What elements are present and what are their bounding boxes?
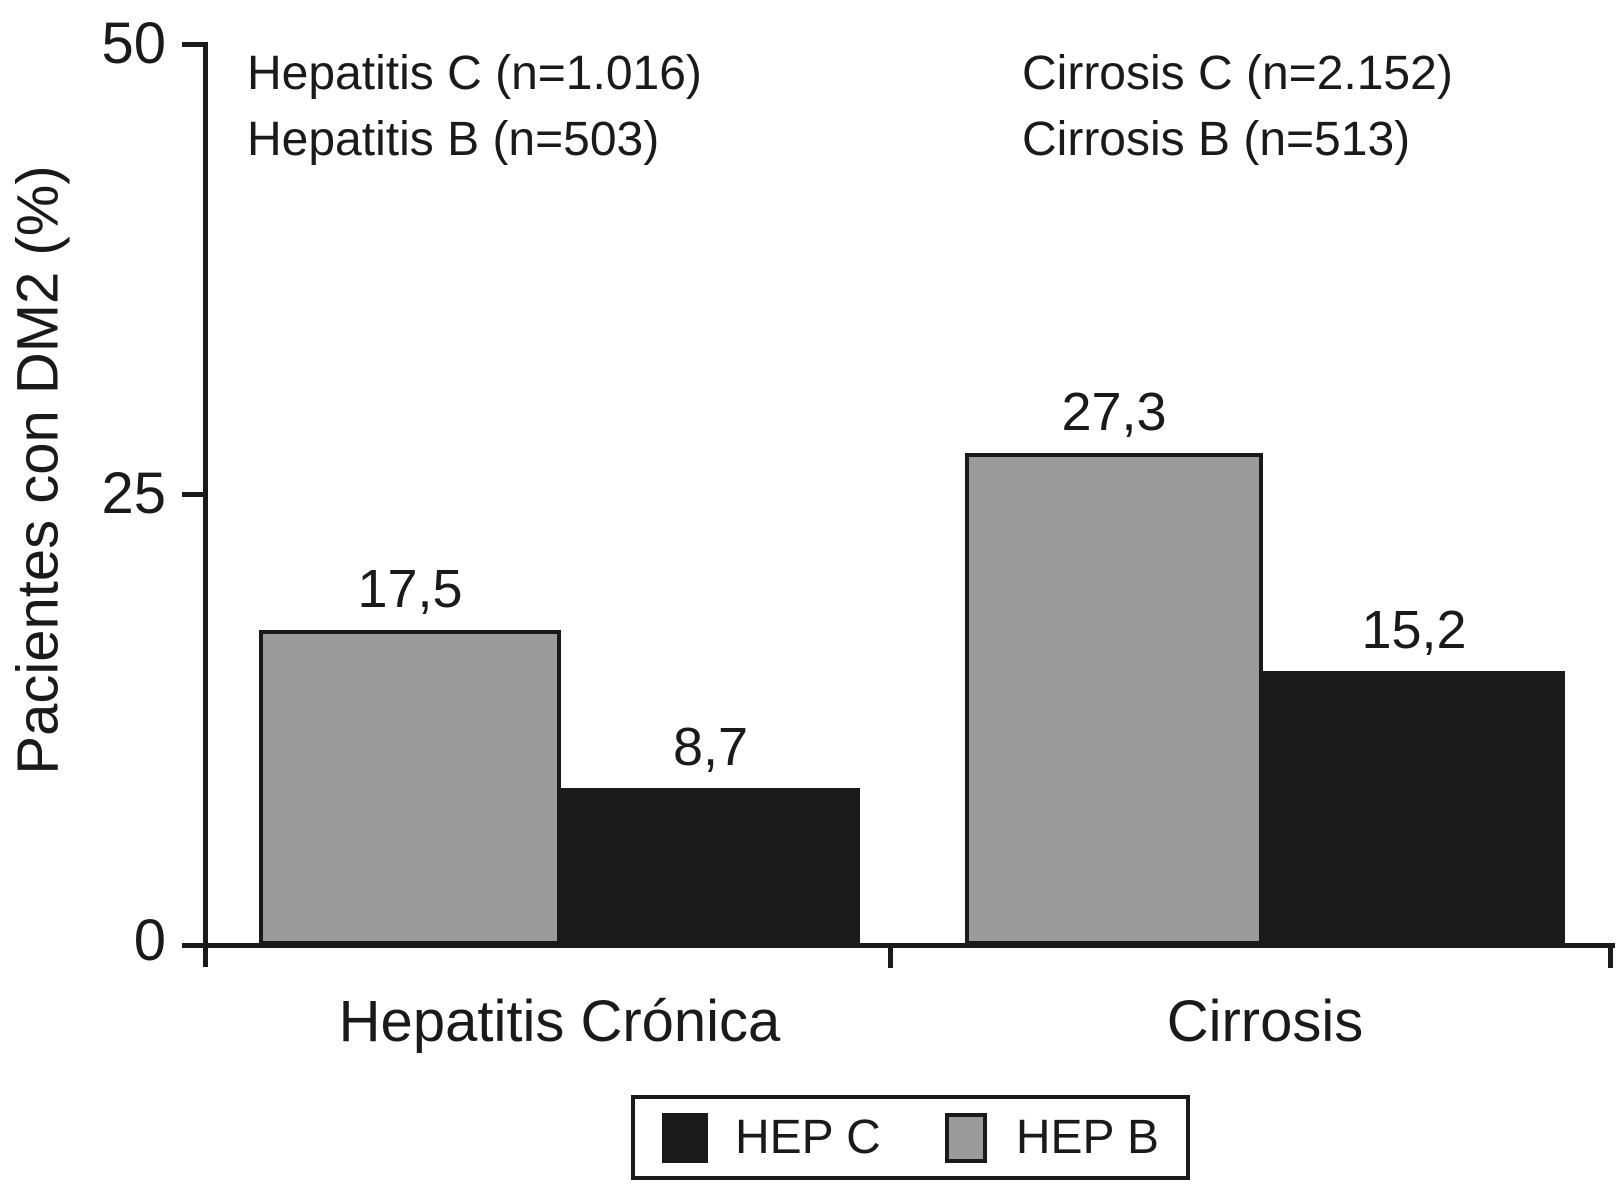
bar-value-label: 17,5 — [357, 558, 463, 619]
annotation-hepatitis-c-n: Hepatitis C (n=1.016) — [247, 47, 702, 100]
annotation-cirrosis-c-n: Cirrosis C (n=2.152) — [1022, 47, 1453, 100]
bar-rect — [1263, 671, 1565, 945]
x-tick-mark-group-divider — [888, 945, 893, 968]
y-tick-label-50: 50 — [101, 11, 166, 76]
y-tick-mark-25 — [182, 492, 208, 497]
legend-swatch-hep-b — [944, 1112, 987, 1163]
annotation-hepatitis-b-n: Hepatitis B (n=503) — [247, 113, 660, 166]
x-axis-line — [203, 943, 1615, 948]
y-tick-label-25: 25 — [101, 461, 166, 526]
annotation-cirrosis-b-n: Cirrosis B (n=513) — [1022, 113, 1411, 166]
y-tick-mark-0 — [182, 943, 208, 948]
bar-hepc-hepatitis-cronica: 8,7 — [561, 720, 860, 945]
bar-hepb-cirrosis: 27,3 — [965, 385, 1263, 945]
y-tick-mark-50 — [182, 42, 208, 47]
bar-value-label: 8,7 — [672, 717, 749, 778]
x-category-label-hepatitis-cronica: Hepatitis Crónica — [338, 989, 781, 1054]
bar-hepb-hepatitis-cronica: 17,5 — [259, 562, 561, 945]
y-axis-line — [203, 42, 208, 967]
legend-label-hep-c: HEP C — [735, 1110, 881, 1164]
bar-value-label: 27,3 — [1061, 382, 1167, 443]
bar-rect — [965, 453, 1263, 945]
y-tick-label-0: 0 — [133, 908, 166, 973]
x-category-label-cirrosis: Cirrosis — [1166, 989, 1364, 1054]
legend-label-hep-b: HEP B — [1015, 1110, 1160, 1164]
bar-hepc-cirrosis: 15,2 — [1263, 603, 1565, 945]
x-tick-mark-axis-end — [1608, 945, 1613, 968]
legend-box: HEP C HEP B — [631, 1095, 1190, 1180]
legend-swatch-hep-c — [662, 1112, 708, 1163]
bar-rect — [259, 629, 561, 945]
bar-value-label: 15,2 — [1361, 600, 1467, 661]
bar-rect — [561, 788, 860, 945]
